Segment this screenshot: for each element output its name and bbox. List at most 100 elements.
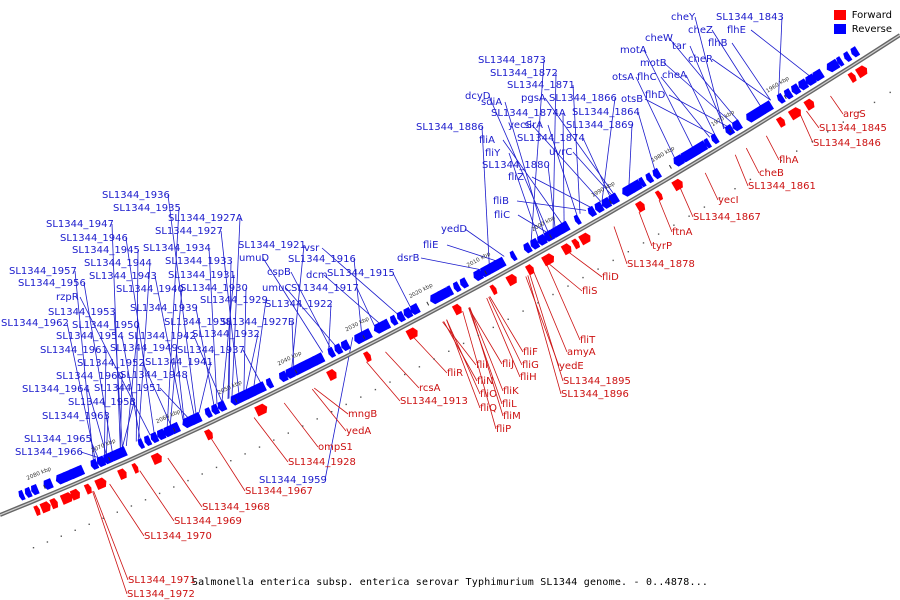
forward-gene-arrow[interactable] (131, 463, 139, 474)
forward-gene-arrow[interactable] (254, 403, 268, 417)
reverse-gene-arrow[interactable] (805, 73, 817, 86)
gene-label-reverse[interactable]: fliC (494, 210, 510, 221)
gene-label-reverse[interactable]: motB (640, 58, 667, 69)
reverse-gene-arrow[interactable] (279, 370, 289, 383)
reverse-gene-arrow[interactable] (537, 233, 548, 246)
forward-gene-arrow[interactable] (775, 116, 786, 128)
gene-label-reverse[interactable]: SL1344_1965 (24, 434, 92, 445)
gene-label-reverse[interactable]: SL1344_1930 (180, 283, 248, 294)
forward-gene-arrow[interactable] (33, 505, 41, 516)
forward-gene-arrow[interactable] (671, 178, 683, 192)
gene-label-reverse[interactable]: SL1344_1880 (482, 160, 550, 171)
gene-label-forward[interactable]: fliL (502, 399, 517, 410)
reverse-gene-arrow[interactable] (217, 400, 228, 412)
reverse-gene-arrow[interactable] (188, 411, 203, 426)
gene-label-forward[interactable]: amyA (567, 347, 596, 358)
forward-gene-arrow[interactable] (451, 303, 462, 316)
gene-label-reverse[interactable]: SL1344_1935 (113, 203, 181, 214)
forward-gene-arrow[interactable] (69, 488, 80, 501)
reverse-gene-arrow[interactable] (703, 138, 712, 149)
gene-label-reverse[interactable]: SL1344_1964 (22, 384, 90, 395)
reverse-gene-arrow[interactable] (24, 486, 33, 498)
reverse-gene-arrow[interactable] (459, 277, 470, 289)
gene-label-forward[interactable]: argS (843, 109, 866, 120)
gene-label-reverse[interactable]: SL1344_1966 (15, 447, 83, 458)
reverse-gene-arrow[interactable] (18, 489, 26, 501)
gene-label-reverse[interactable]: SL1344_1872 (490, 68, 558, 79)
gene-label-forward[interactable]: SL1344_1928 (288, 457, 356, 468)
gene-label-forward[interactable]: SL1344_1846 (813, 138, 881, 149)
gene-label-reverse[interactable]: SL1344_1957 (9, 266, 77, 277)
gene-label-reverse[interactable]: SL1344_1945 (72, 245, 140, 256)
gene-label-reverse[interactable]: SL1344_1927 (155, 226, 223, 237)
gene-label-reverse[interactable]: dcyD (465, 91, 491, 102)
gene-label-reverse[interactable]: SL1344_1869 (566, 120, 634, 131)
gene-label-reverse[interactable]: SL1344_1916 (288, 254, 356, 265)
gene-label-forward[interactable]: fliM (503, 411, 521, 422)
gene-label-reverse[interactable]: SL1344_1943 (89, 271, 157, 282)
gene-label-forward[interactable]: rcsA (419, 383, 441, 394)
reverse-gene-arrow[interactable] (452, 281, 462, 293)
gene-label-reverse[interactable]: SL1344_1949 (110, 343, 178, 354)
reverse-gene-arrow[interactable] (396, 310, 406, 323)
gene-label-reverse[interactable]: vsr (304, 243, 320, 254)
reverse-gene-arrow[interactable] (760, 100, 774, 114)
gene-label-reverse[interactable]: sdiA (481, 97, 502, 108)
gene-label-forward[interactable]: SL1344_1969 (174, 516, 242, 527)
reverse-gene-arrow[interactable] (645, 172, 655, 184)
reverse-gene-arrow[interactable] (798, 78, 810, 91)
gene-label-forward[interactable]: fliF (523, 347, 538, 358)
forward-gene-arrow[interactable] (204, 429, 213, 441)
reverse-gene-arrow[interactable] (776, 92, 786, 104)
gene-label-reverse[interactable]: SL1344_1936 (102, 190, 170, 201)
gene-label-forward[interactable]: ompS1 (318, 442, 353, 453)
reverse-gene-arrow[interactable] (638, 176, 647, 188)
gene-label-reverse[interactable]: SL1344_1874A (491, 108, 566, 119)
gene-label-reverse[interactable]: SL1344_1843 (716, 12, 784, 23)
gene-label-reverse[interactable]: SL1344_1953 (48, 307, 116, 318)
reverse-gene-arrow[interactable] (292, 363, 304, 376)
gene-label-reverse[interactable]: SL1344_1933 (165, 256, 233, 267)
gene-label-forward[interactable]: fliT (580, 335, 596, 346)
gene-label-reverse[interactable]: SL1344_1939 (130, 303, 198, 314)
forward-gene-arrow[interactable] (405, 327, 418, 341)
gene-label-reverse[interactable]: flhE (727, 25, 746, 36)
gene-label-reverse[interactable]: SL1344_1874 (517, 133, 585, 144)
reverse-gene-arrow[interactable] (850, 46, 861, 58)
gene-label-reverse[interactable]: SL1344_1963 (42, 411, 110, 422)
gene-label-reverse[interactable]: SL1344_1962 (1, 318, 69, 329)
reverse-gene-arrow[interactable] (169, 421, 181, 435)
gene-label-reverse[interactable]: umuC (262, 283, 291, 294)
reverse-gene-arrow[interactable] (473, 269, 485, 282)
gene-label-reverse[interactable]: SL1344_1934 (143, 243, 211, 254)
gene-label-reverse[interactable]: SL1344_1940 (116, 284, 184, 295)
forward-gene-arrow[interactable] (150, 452, 162, 465)
reverse-gene-arrow[interactable] (652, 167, 662, 180)
reverse-gene-arrow[interactable] (90, 458, 100, 470)
gene-label-forward[interactable]: mngB (348, 409, 377, 420)
forward-gene-arrow[interactable] (59, 492, 73, 505)
reverse-gene-arrow[interactable] (311, 352, 326, 366)
gene-label-reverse[interactable]: SL1344_1942 (128, 331, 196, 342)
gene-label-reverse[interactable]: SL1344_1886 (416, 122, 484, 133)
reverse-gene-arrow[interactable] (403, 307, 414, 319)
gene-label-reverse[interactable]: cspB (267, 267, 291, 278)
forward-gene-arrow[interactable] (525, 264, 535, 276)
forward-gene-arrow[interactable] (560, 243, 572, 256)
gene-label-forward[interactable]: yedA (346, 426, 371, 437)
gene-label-reverse[interactable]: uvrC (549, 147, 572, 158)
reverse-gene-arrow[interactable] (783, 88, 794, 100)
forward-gene-arrow[interactable] (83, 483, 92, 495)
gene-label-forward[interactable]: fliD (602, 272, 619, 283)
gene-label-reverse[interactable]: SL1344_1952 (77, 358, 145, 369)
gene-label-forward[interactable]: SL1344_1970 (144, 531, 212, 542)
gene-label-reverse[interactable]: SL1344_1946 (60, 233, 128, 244)
gene-label-forward[interactable]: fliR (447, 368, 463, 379)
reverse-gene-arrow[interactable] (550, 225, 563, 238)
gene-label-reverse[interactable]: SL1344_1931 (168, 270, 236, 281)
gene-label-forward[interactable]: SL1344_1845 (819, 123, 887, 134)
gene-label-forward[interactable]: tyrP (652, 241, 672, 252)
reverse-gene-arrow[interactable] (509, 250, 518, 262)
forward-gene-arrow[interactable] (94, 477, 107, 491)
gene-label-reverse[interactable]: motA (620, 45, 647, 56)
